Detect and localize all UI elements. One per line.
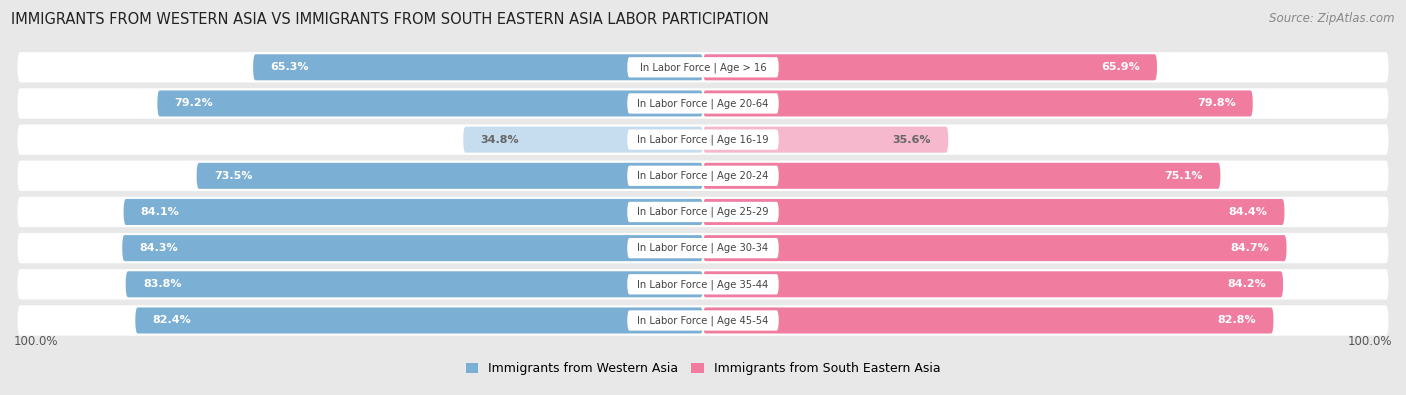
Text: 84.2%: 84.2% xyxy=(1227,279,1265,289)
FancyBboxPatch shape xyxy=(627,166,779,186)
Text: In Labor Force | Age 30-34: In Labor Force | Age 30-34 xyxy=(637,243,769,253)
Text: In Labor Force | Age 35-44: In Labor Force | Age 35-44 xyxy=(637,279,769,290)
FancyBboxPatch shape xyxy=(627,202,779,222)
FancyBboxPatch shape xyxy=(17,161,1389,191)
FancyBboxPatch shape xyxy=(17,305,1389,336)
FancyBboxPatch shape xyxy=(253,54,703,80)
FancyBboxPatch shape xyxy=(703,163,1220,189)
Text: 84.1%: 84.1% xyxy=(141,207,180,217)
FancyBboxPatch shape xyxy=(17,197,1389,227)
FancyBboxPatch shape xyxy=(627,130,779,150)
Text: In Labor Force | Age > 16: In Labor Force | Age > 16 xyxy=(640,62,766,73)
FancyBboxPatch shape xyxy=(17,269,1389,299)
FancyBboxPatch shape xyxy=(17,88,1389,118)
FancyBboxPatch shape xyxy=(627,310,779,331)
FancyBboxPatch shape xyxy=(17,52,1389,83)
FancyBboxPatch shape xyxy=(627,238,779,258)
Text: In Labor Force | Age 25-29: In Labor Force | Age 25-29 xyxy=(637,207,769,217)
Text: 100.0%: 100.0% xyxy=(1347,335,1392,348)
Text: In Labor Force | Age 20-24: In Labor Force | Age 20-24 xyxy=(637,171,769,181)
Text: 65.9%: 65.9% xyxy=(1101,62,1140,72)
FancyBboxPatch shape xyxy=(627,274,779,294)
Text: 73.5%: 73.5% xyxy=(214,171,252,181)
FancyBboxPatch shape xyxy=(703,271,1284,297)
Text: 75.1%: 75.1% xyxy=(1164,171,1204,181)
Legend: Immigrants from Western Asia, Immigrants from South Eastern Asia: Immigrants from Western Asia, Immigrants… xyxy=(461,357,945,380)
FancyBboxPatch shape xyxy=(703,199,1285,225)
Text: 82.8%: 82.8% xyxy=(1218,316,1256,325)
Text: 83.8%: 83.8% xyxy=(143,279,181,289)
FancyBboxPatch shape xyxy=(627,93,779,114)
Text: 34.8%: 34.8% xyxy=(481,135,519,145)
Text: In Labor Force | Age 20-64: In Labor Force | Age 20-64 xyxy=(637,98,769,109)
Text: 84.3%: 84.3% xyxy=(139,243,179,253)
Text: 84.7%: 84.7% xyxy=(1230,243,1270,253)
FancyBboxPatch shape xyxy=(463,127,703,152)
Text: 84.4%: 84.4% xyxy=(1229,207,1267,217)
FancyBboxPatch shape xyxy=(703,54,1157,80)
Text: 100.0%: 100.0% xyxy=(14,335,59,348)
Text: Source: ZipAtlas.com: Source: ZipAtlas.com xyxy=(1270,12,1395,25)
FancyBboxPatch shape xyxy=(125,271,703,297)
Text: In Labor Force | Age 45-54: In Labor Force | Age 45-54 xyxy=(637,315,769,326)
FancyBboxPatch shape xyxy=(197,163,703,189)
Text: In Labor Force | Age 16-19: In Labor Force | Age 16-19 xyxy=(637,134,769,145)
FancyBboxPatch shape xyxy=(135,307,703,333)
FancyBboxPatch shape xyxy=(703,235,1286,261)
FancyBboxPatch shape xyxy=(157,90,703,117)
FancyBboxPatch shape xyxy=(703,127,948,152)
Text: 65.3%: 65.3% xyxy=(270,62,309,72)
Text: 79.8%: 79.8% xyxy=(1197,98,1236,109)
FancyBboxPatch shape xyxy=(627,57,779,77)
Text: IMMIGRANTS FROM WESTERN ASIA VS IMMIGRANTS FROM SOUTH EASTERN ASIA LABOR PARTICI: IMMIGRANTS FROM WESTERN ASIA VS IMMIGRAN… xyxy=(11,12,769,27)
Text: 82.4%: 82.4% xyxy=(152,316,191,325)
Text: 35.6%: 35.6% xyxy=(893,135,931,145)
FancyBboxPatch shape xyxy=(124,199,703,225)
FancyBboxPatch shape xyxy=(122,235,703,261)
Text: 79.2%: 79.2% xyxy=(174,98,214,109)
FancyBboxPatch shape xyxy=(703,90,1253,117)
FancyBboxPatch shape xyxy=(703,307,1274,333)
FancyBboxPatch shape xyxy=(17,124,1389,155)
FancyBboxPatch shape xyxy=(17,233,1389,263)
